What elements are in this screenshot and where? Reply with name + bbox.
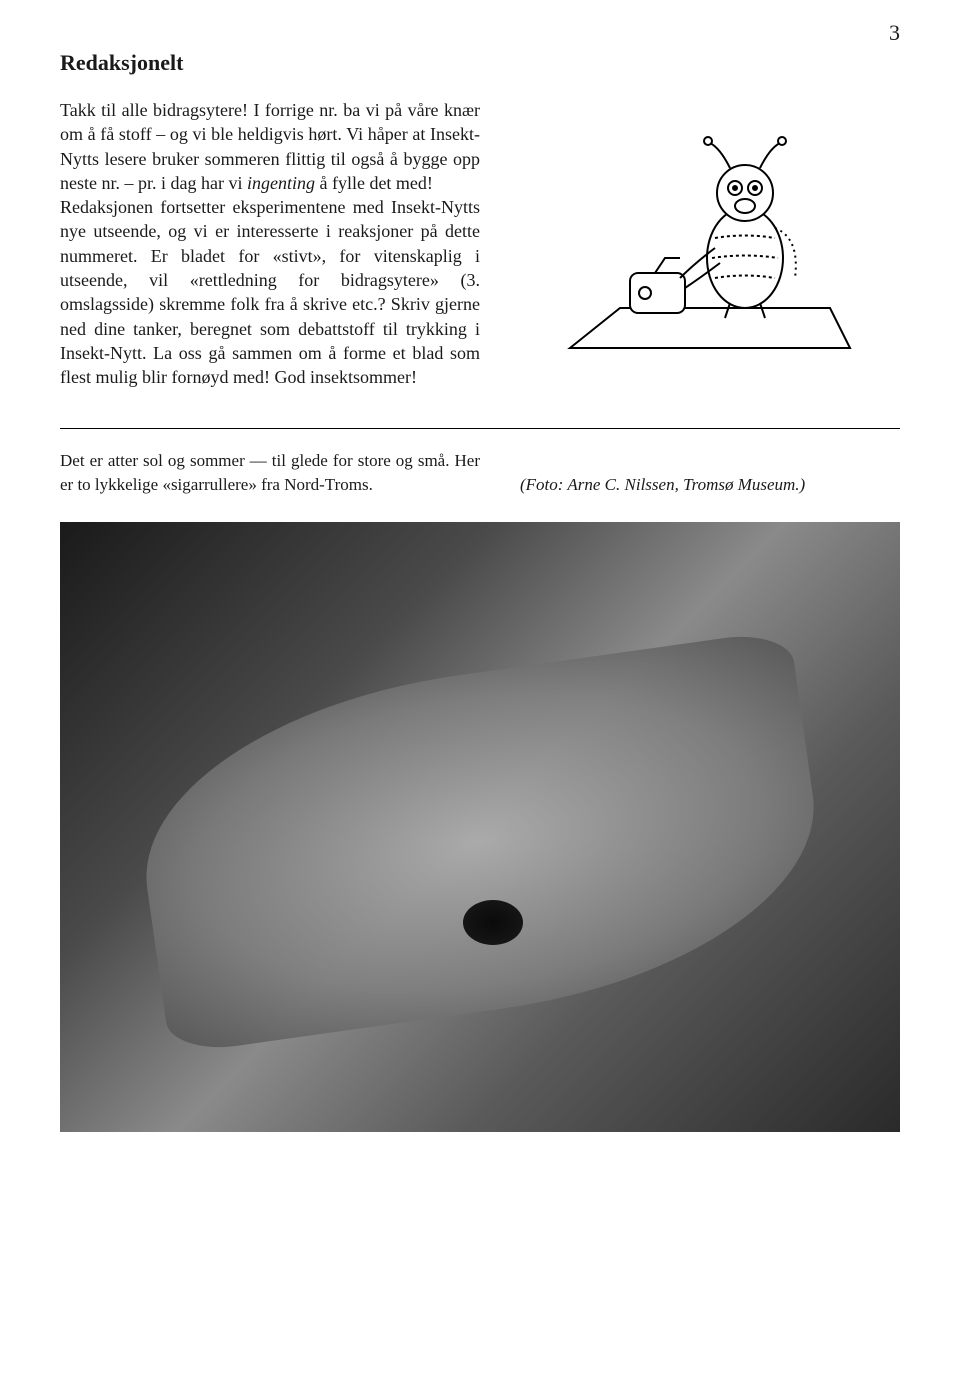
body-text-italic: ingenting <box>247 173 315 193</box>
body-paragraph-2: Redaksjonen fortsetter eksperimentene me… <box>60 195 480 389</box>
section-divider <box>60 428 900 429</box>
photo-container <box>60 522 900 1132</box>
illustration-column <box>520 98 900 398</box>
body-text-part2: å fylle det med! <box>315 173 433 193</box>
photo-caption-text: Det er atter sol og sommer — til glede f… <box>60 449 480 497</box>
leaf-shape <box>124 629 836 1055</box>
page-number: 3 <box>889 20 900 46</box>
cartoon-insect-illustration <box>550 118 870 398</box>
leaf-insect-photo <box>60 522 900 1132</box>
insect-shape <box>463 900 523 945</box>
editorial-heading: Redaksjonelt <box>60 50 900 76</box>
photo-credit: (Foto: Arne C. Nilssen, Tromsø Museum.) <box>520 449 900 497</box>
content-row: Takk til alle bidragsytere! I forrige nr… <box>60 98 900 398</box>
body-paragraph: Takk til alle bidragsytere! I forrige nr… <box>60 98 480 195</box>
caption-row: Det er atter sol og sommer — til glede f… <box>60 449 900 497</box>
text-column: Takk til alle bidragsytere! I forrige nr… <box>60 98 480 398</box>
